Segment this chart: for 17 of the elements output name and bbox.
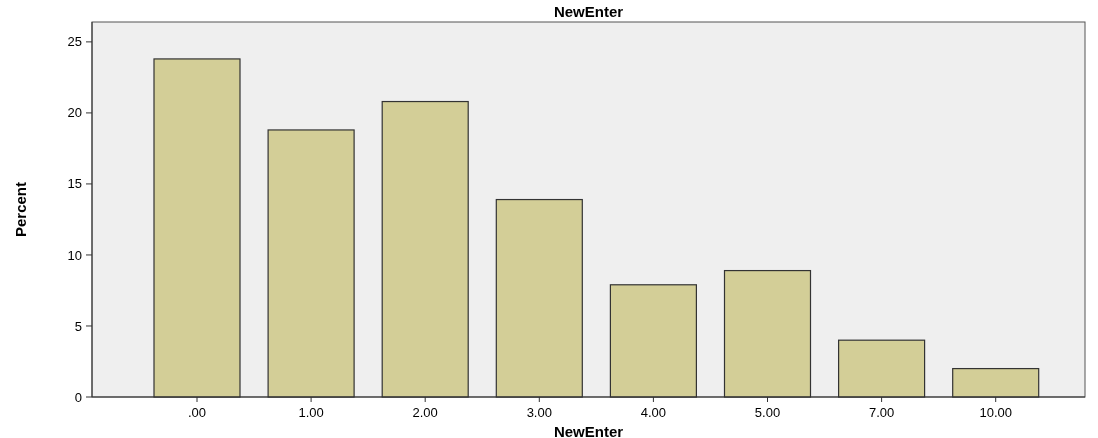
x-tick-label: 4.00	[640, 405, 667, 420]
x-tick-label: .00	[187, 405, 207, 420]
x-tick-label: 1.00	[298, 405, 324, 420]
x-tick-label: 5.00	[754, 405, 781, 420]
x-tick-label: 3.00	[526, 405, 552, 420]
y-tick-label: 20	[67, 105, 82, 121]
y-tick-label: 5	[74, 318, 82, 334]
y-tick-label: 10	[67, 247, 82, 263]
x-tick-label: 2.00	[412, 405, 438, 420]
x-tick-label: 10.00	[979, 405, 1012, 420]
y-tick-label: 0	[74, 389, 82, 405]
chart-title: NewEnter	[553, 3, 624, 20]
y-tick-label: 25	[67, 34, 82, 50]
y-tick-label: 15	[67, 176, 82, 192]
x-tick-label: 7.00	[868, 405, 895, 420]
x-axis-title: NewEnter	[553, 423, 624, 438]
y-axis-title: Percent	[12, 181, 29, 238]
